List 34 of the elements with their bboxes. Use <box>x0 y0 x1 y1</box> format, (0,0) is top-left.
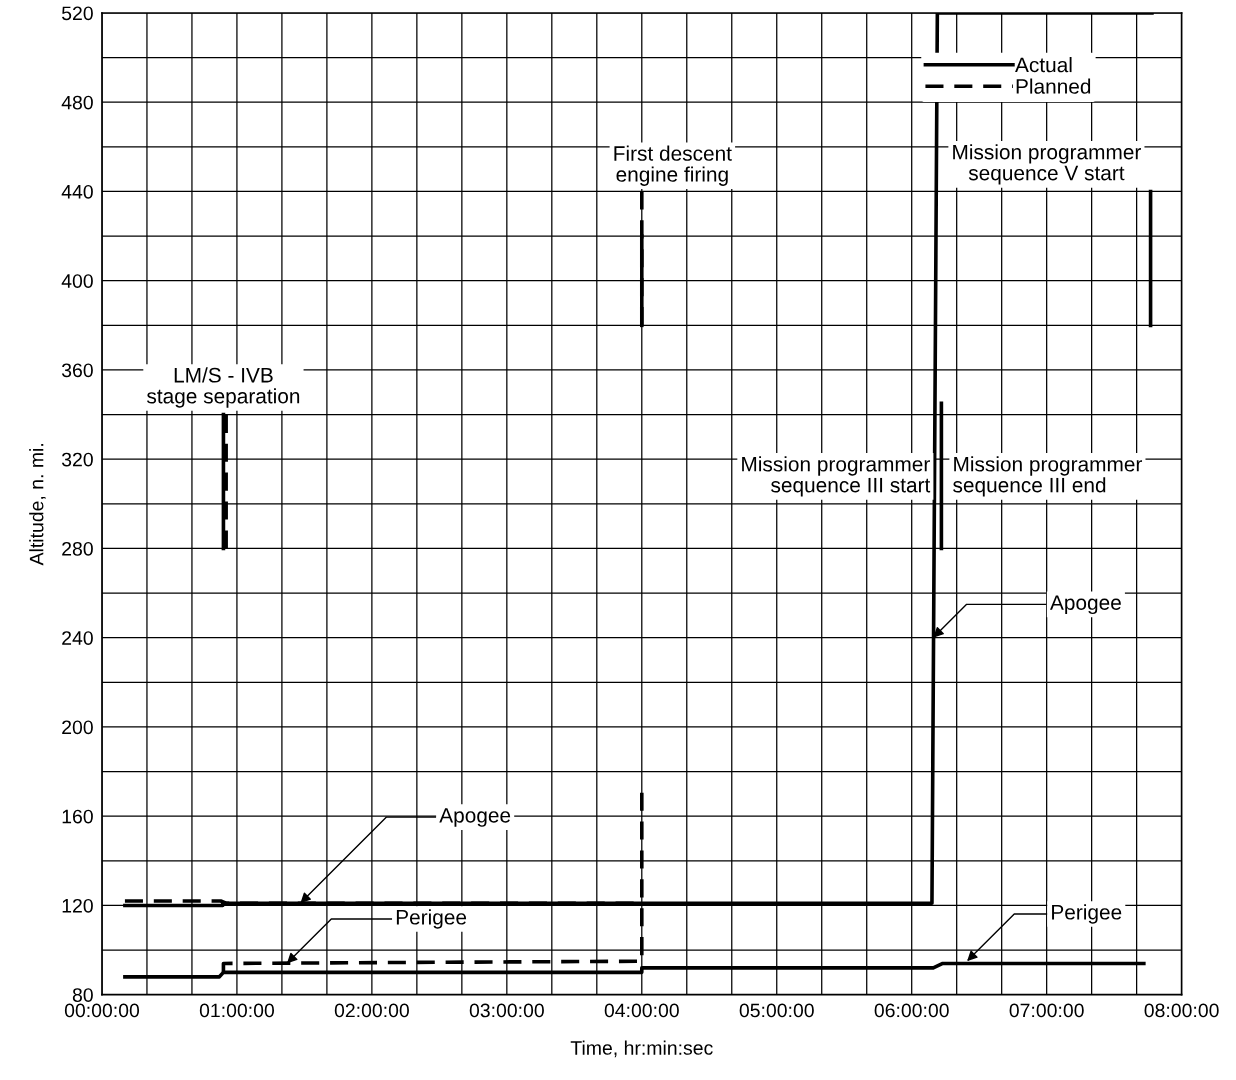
x-tick-label: 05:00:00 <box>739 1003 814 1018</box>
y-tick-label: 480 <box>61 95 93 110</box>
y-tick-label: 120 <box>62 898 93 913</box>
y-tick-label: 160 <box>62 809 93 824</box>
annotation: Apogee <box>1050 595 1121 615</box>
y-tick-label: 280 <box>62 541 93 556</box>
x-tick-label: 01:00:00 <box>199 1003 275 1018</box>
legend-label: Actual <box>1015 56 1072 73</box>
x-tick-label: 07:00:00 <box>1009 1003 1084 1018</box>
x-tick-label: 03:00:00 <box>469 1003 544 1018</box>
annotation: Mission programmer sequence III start <box>742 456 931 497</box>
annotation: First descent engine firing <box>614 145 732 186</box>
x-tick-label: 02:00:00 <box>334 1003 409 1018</box>
annotation: Perigee <box>1052 904 1122 924</box>
y-axis-title: Altitude, n. mi. <box>29 443 46 566</box>
y-tick-label: 80 <box>72 988 93 1002</box>
y-tick-label: 200 <box>62 720 93 735</box>
annotation: Mission programmer sequence III end <box>953 456 1143 497</box>
x-tick-label: 04:00:00 <box>604 1003 679 1018</box>
y-tick-label: 400 <box>61 274 93 288</box>
y-tick-label: 320 <box>61 452 93 467</box>
x-tick-label: 06:00:00 <box>874 1003 949 1018</box>
legend-label: Planned <box>1016 78 1091 94</box>
y-tick-label: 520 <box>61 6 93 21</box>
x-tick-label: 08:00:00 <box>1144 1003 1219 1018</box>
y-tick-label: 360 <box>61 363 93 378</box>
annotation: Mission programmer sequence V start <box>953 144 1141 185</box>
x-axis-title: Time, hr:min:sec <box>570 1040 713 1058</box>
annotation: Perigee <box>396 909 467 929</box>
x-tick-label: 00:00:00 <box>64 1003 140 1018</box>
annotation: Apogee <box>439 808 511 827</box>
y-tick-label: 440 <box>61 184 93 199</box>
y-tick-label: 240 <box>62 631 93 645</box>
annotation: LM/S - IVB stage separation <box>146 367 300 408</box>
